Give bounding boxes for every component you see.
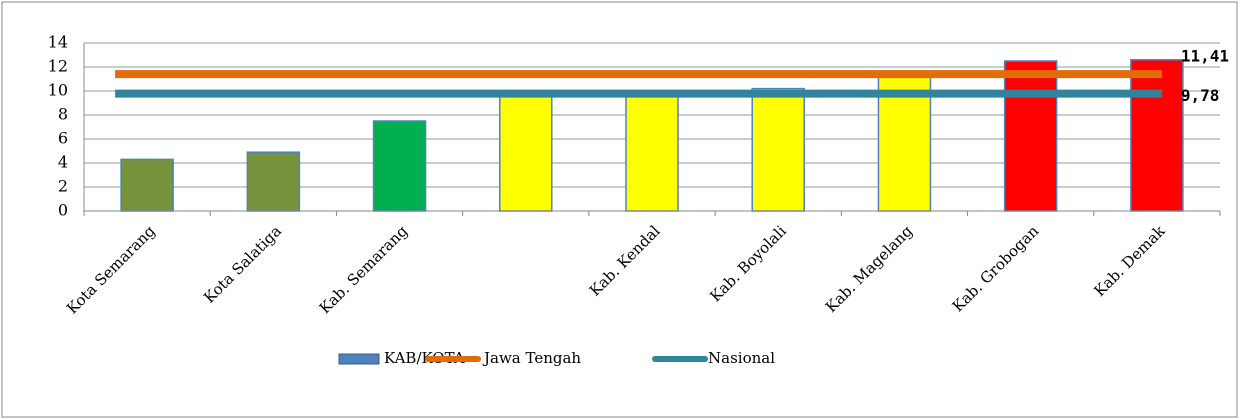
bar xyxy=(246,151,301,212)
y-tick-label: 10 xyxy=(48,81,68,100)
data-label: 11,41 xyxy=(1181,47,1229,66)
y-tick-label: 6 xyxy=(58,129,68,148)
y-tick-label: 2 xyxy=(58,177,68,196)
legend-label: Nasional xyxy=(708,349,775,367)
bar xyxy=(1130,59,1184,212)
y-tick-label: 4 xyxy=(58,153,68,172)
data-label: 9,78 xyxy=(1181,86,1220,105)
y-tick-label: 12 xyxy=(48,57,68,76)
bar xyxy=(625,93,679,212)
y-tick-label: 8 xyxy=(58,105,68,124)
bar xyxy=(877,74,932,212)
y-tick-label: 14 xyxy=(48,33,68,52)
legend-label: KAB/KOTA xyxy=(384,349,465,367)
y-tick-label: 0 xyxy=(58,201,68,220)
bar xyxy=(120,158,174,212)
bar xyxy=(1003,60,1058,212)
legend-swatch xyxy=(338,353,380,365)
bar xyxy=(499,93,553,212)
bar xyxy=(372,120,427,212)
legend-label: Jawa Tengah xyxy=(482,349,581,367)
bar xyxy=(751,87,805,212)
